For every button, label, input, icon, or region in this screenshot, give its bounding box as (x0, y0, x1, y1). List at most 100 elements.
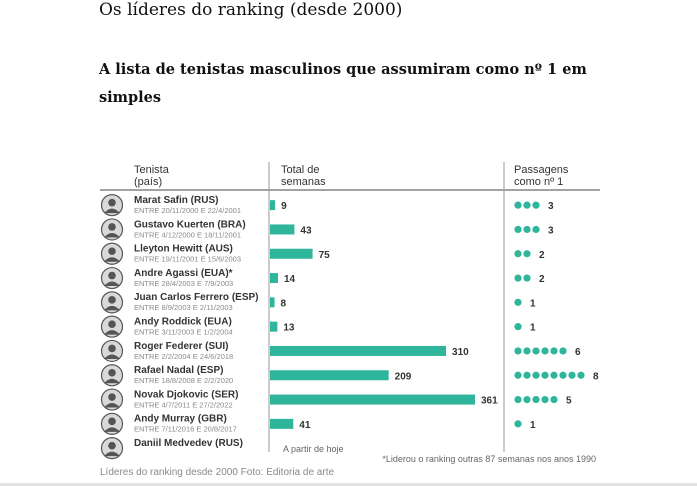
weeks-bar (270, 297, 275, 308)
player-name: Andre Agassi (EUA)* (134, 268, 233, 279)
pass-dot (514, 347, 522, 355)
figure-caption: Líderes do ranking desde 2000 Foto: Edit… (100, 467, 335, 478)
player-avatar (100, 291, 124, 314)
weeks-note: A partir de hoje (283, 444, 344, 454)
passes-label: 1 (530, 323, 536, 334)
weeks-bar (270, 370, 389, 381)
player-avatar (100, 218, 124, 241)
chart-footnote: *Liderou o ranking outras 87 semanas nos… (382, 454, 596, 464)
pass-dot (523, 225, 531, 234)
passes-label: 1 (530, 298, 536, 309)
passes-label: 1 (530, 420, 536, 431)
weeks-label: 43 (300, 225, 312, 236)
player-avatar (100, 364, 124, 387)
passes-label: 8 (593, 371, 599, 382)
weeks-bar (270, 224, 295, 235)
player-name: Roger Federer (SUI) (134, 341, 228, 352)
weeks-bar (270, 394, 475, 405)
pass-dot (559, 347, 567, 355)
weeks-bar (270, 418, 294, 429)
pass-dot (532, 225, 540, 234)
player-name: Daniil Medvedev (RUS) (134, 438, 243, 449)
passes-label: 3 (548, 201, 554, 212)
player-name: Lleyton Hewitt (AUS) (134, 244, 233, 255)
pass-dot (532, 201, 540, 209)
pass-dot (568, 371, 576, 379)
pass-dot (514, 201, 522, 209)
pass-dot (523, 274, 531, 282)
player-period: ENTRE 20/11/2000 E 22/4/2001 (134, 206, 241, 215)
pass-dot (523, 201, 531, 209)
player-period: ENTRE 3/11/2003 E 1/2/2004 (134, 328, 233, 337)
pass-dot (550, 347, 558, 355)
weeks-bar (270, 200, 276, 211)
pass-dot (523, 250, 531, 258)
player-avatar (100, 315, 124, 338)
player-header-line-1: Tenista (134, 164, 170, 176)
player-period: ENTRE 18/8/2008 E 2/2/2020 (134, 376, 233, 385)
player-period: ENTRE 7/11/2016 E 20/8/2017 (134, 425, 237, 434)
pass-dot (541, 371, 549, 379)
passes-label: 3 (548, 225, 554, 236)
passes-header-line-1: Passagens (514, 164, 569, 176)
player-period: ENTRE 2/2/2004 E 24/6/2018 (134, 352, 233, 361)
pass-dot (514, 250, 522, 258)
weeks-header-line-1: Total de (281, 164, 320, 176)
weeks-bar (270, 321, 278, 332)
weeks-label: 310 (452, 347, 469, 358)
weeks-bar (270, 345, 447, 356)
passes-label: 2 (539, 274, 545, 285)
pass-dot (523, 395, 531, 404)
weeks-label: 9 (281, 201, 287, 212)
passes-label: 5 (566, 396, 572, 407)
pass-dot (532, 347, 540, 355)
player-avatar (100, 242, 124, 265)
pass-dot (559, 371, 567, 379)
weeks-label: 209 (395, 371, 412, 382)
weeks-label: 13 (283, 323, 295, 334)
pass-dot (523, 347, 531, 355)
player-period: ENTRE 8/9/2003 E 2/11/2003 (134, 303, 233, 312)
player-name: Andy Roddick (EUA) (134, 317, 232, 328)
player-period: ENTRE 19/11/2001 E 15/6/2003 (134, 255, 241, 264)
player-name: Novak Djokovic (SER) (134, 389, 238, 400)
player-name: Marat Safin (RUS) (134, 195, 218, 206)
pass-dot (514, 371, 522, 379)
pass-dot (514, 298, 522, 306)
player-avatar (100, 412, 124, 435)
player-name: Rafael Nadal (ESP) (134, 365, 223, 376)
pass-dot (550, 395, 558, 404)
weeks-bar (270, 273, 278, 284)
player-avatar (100, 194, 124, 217)
player-name: Gustavo Kuerten (BRA) (134, 219, 246, 230)
passes-label: 6 (575, 347, 581, 358)
weeks-label: 8 (281, 298, 287, 309)
pass-dot (541, 347, 549, 355)
pass-dot (514, 274, 522, 282)
player-name: Juan Carlos Ferrero (ESP) (134, 292, 258, 303)
weeks-label: 361 (481, 396, 498, 407)
weeks-label: 75 (319, 250, 331, 261)
pass-dot (514, 323, 522, 331)
player-period: ENTRE 28/4/2003 E 7/9/2003 (134, 279, 233, 288)
pass-dot (577, 371, 585, 379)
chart-rows: Marat Safin (RUS)ENTRE 20/11/2000 E 22/4… (100, 194, 599, 460)
weeks-label: 14 (284, 274, 296, 285)
weeks-label: 41 (299, 420, 311, 431)
bottom-divider (0, 483, 697, 486)
page-headline: Os líderes do ranking (desde 2000) (99, 0, 403, 20)
pass-dot (514, 225, 522, 234)
pass-dot (532, 371, 540, 379)
weeks-header-line-2: semanas (281, 176, 326, 188)
player-avatar (100, 437, 124, 460)
pass-dot (514, 395, 522, 404)
pass-dot (550, 371, 558, 379)
player-header-line-2: (país) (134, 176, 162, 188)
player-period: ENTRE 4/7/2011 E 27/2/2022 (134, 400, 233, 409)
player-avatar (100, 388, 124, 411)
player-name: Andy Murray (GBR) (134, 414, 227, 425)
passes-label: 2 (539, 250, 545, 261)
passes-header-line-2: como nº 1 (514, 176, 563, 188)
player-avatar (100, 266, 124, 290)
